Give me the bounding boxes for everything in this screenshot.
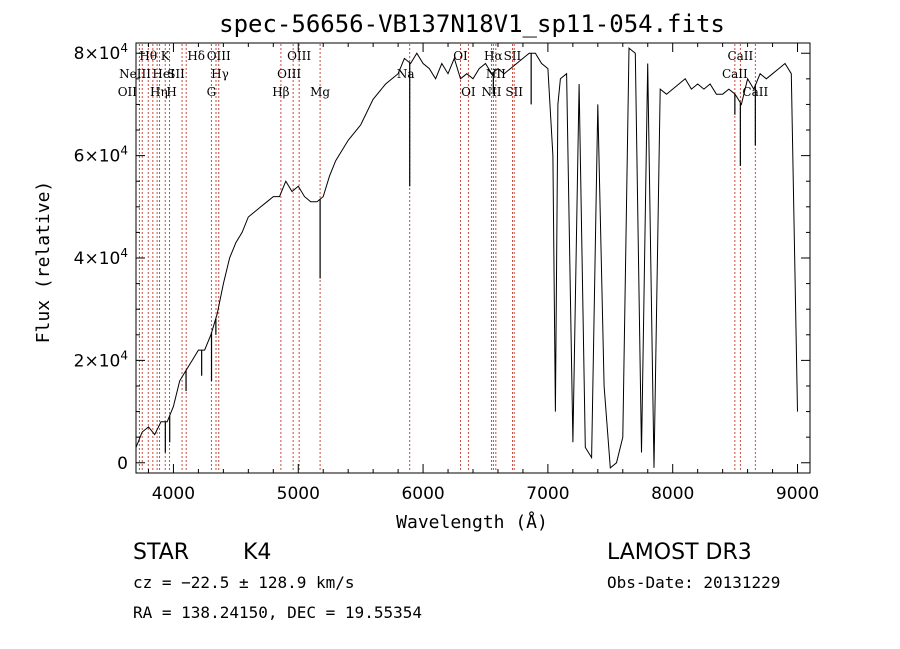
flux-series-line — [135, 47, 798, 469]
object-class: STAR — [133, 540, 190, 565]
spectral-line-label: Hθ — [139, 49, 157, 63]
spectral-line-label: Hβ — [272, 85, 289, 99]
absorption-dips — [164, 53, 756, 453]
y-tick-label: 6×104 — [74, 144, 128, 167]
chart-title: spec-56656-VB137N18V1_sp11-054.fits — [219, 10, 725, 38]
x-tick-labels: 4000 5000 6000 7000 8000 9000 — [152, 484, 819, 504]
spectral-line-label: Hδ — [187, 49, 205, 63]
y-tick-label: 2×104 — [74, 348, 128, 371]
spectral-line-label: SII — [167, 67, 185, 81]
spectral-line-label: K — [161, 49, 171, 63]
spectral-line-label: Hη — [150, 85, 168, 99]
x-tick-label: 8000 — [651, 484, 694, 504]
spectral-line-label: CaII — [727, 49, 753, 63]
sky-coordinates: RA = 138.24150, DEC = 19.55354 — [133, 603, 422, 622]
spectral-line-label: Hα — [484, 49, 503, 63]
y-tick-label: 0 — [117, 454, 128, 474]
spectral-line-label: OI — [461, 85, 476, 99]
spectral-line-label: H — [166, 85, 176, 99]
x-tick-label: 9000 — [776, 484, 819, 504]
spectral-line-label: CaII — [722, 67, 748, 81]
y-tick-label: 8×104 — [74, 41, 128, 64]
plot-frame — [135, 42, 811, 474]
redshift-velocity: cz = −22.5 ± 128.9 km/s — [133, 573, 355, 592]
spectral-line-label: NeIII — [119, 67, 151, 81]
axis-ticks — [136, 43, 810, 473]
spectral-line-label: NII — [481, 85, 501, 99]
spectral-line-label: OIII — [277, 67, 301, 81]
spectral-line-label: SII — [504, 49, 522, 63]
spectral-line-label: OIII — [207, 49, 231, 63]
spectral-line-label: OI — [453, 49, 468, 63]
y-axis-label: Flux (relative) — [33, 181, 54, 344]
object-subclass: K4 — [243, 540, 272, 565]
y-tick-labels: 0 2×104 4×104 6×104 8×104 — [74, 41, 128, 474]
y-tick-label: 4×104 — [74, 246, 128, 269]
spectral-line-label: Hγ — [211, 67, 229, 81]
spectral-line-label: SII — [505, 85, 523, 99]
x-tick-label: 7000 — [526, 484, 569, 504]
spectral-line-markers — [138, 44, 756, 472]
x-tick-label: 6000 — [401, 484, 444, 504]
spectral-line-label: HeI — [152, 67, 175, 81]
x-tick-label: 5000 — [277, 484, 320, 504]
spectral-line-label: Mg — [310, 85, 330, 99]
spectral-line-label: G — [207, 85, 217, 99]
x-tick-label: 4000 — [152, 484, 195, 504]
observation-date: Obs-Date: 20131229 — [607, 573, 781, 592]
spectral-line-label: OII — [118, 85, 138, 99]
x-axis-label: Wavelength (Å) — [396, 511, 548, 533]
spectral-line-label: OIII — [287, 49, 311, 63]
survey-name: LAMOST DR3 — [607, 540, 752, 565]
